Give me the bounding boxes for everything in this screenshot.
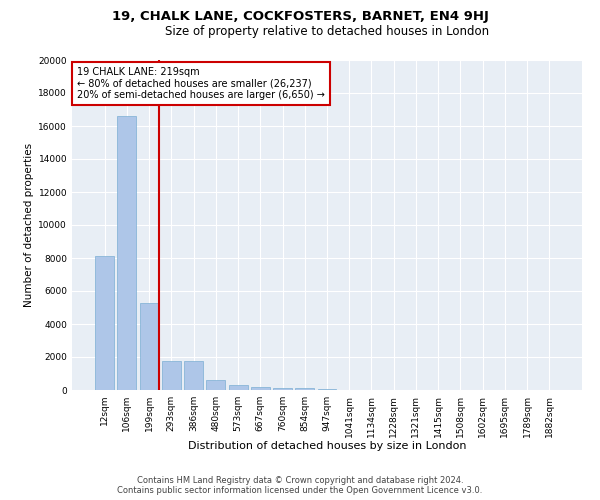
Bar [162, 361, 181, 390]
Bar [273, 388, 292, 390]
Y-axis label: Number of detached properties: Number of detached properties [24, 143, 34, 307]
Bar [206, 380, 225, 390]
Bar [251, 387, 270, 390]
Bar [317, 388, 337, 390]
Bar [184, 361, 203, 390]
Title: Size of property relative to detached houses in London: Size of property relative to detached ho… [165, 25, 489, 38]
Text: Contains HM Land Registry data © Crown copyright and database right 2024.
Contai: Contains HM Land Registry data © Crown c… [118, 476, 482, 495]
Bar [140, 302, 158, 390]
Bar [95, 256, 114, 390]
Bar [229, 384, 248, 390]
Text: 19, CHALK LANE, COCKFOSTERS, BARNET, EN4 9HJ: 19, CHALK LANE, COCKFOSTERS, BARNET, EN4… [112, 10, 488, 23]
X-axis label: Distribution of detached houses by size in London: Distribution of detached houses by size … [188, 441, 466, 451]
Bar [118, 116, 136, 390]
Text: 19 CHALK LANE: 219sqm
← 80% of detached houses are smaller (26,237)
20% of semi-: 19 CHALK LANE: 219sqm ← 80% of detached … [77, 66, 325, 100]
Bar [295, 388, 314, 390]
